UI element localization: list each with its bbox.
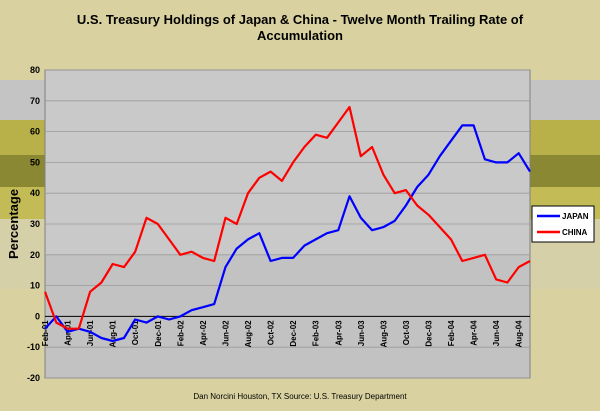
y-tick-label: 10 <box>30 281 40 291</box>
y-tick-label: 30 <box>30 219 40 229</box>
x-tick-label: Dec-03 <box>424 320 433 347</box>
y-tick-label: 0 <box>35 311 40 321</box>
series-line-japan <box>44 124 531 343</box>
chart-title-line2: Accumulation <box>257 28 343 43</box>
x-tick-label: Oct-02 <box>267 320 276 345</box>
y-tick-label: 80 <box>30 65 40 75</box>
y-tick-label: 70 <box>30 96 40 106</box>
legend: JAPAN CHINA <box>531 205 595 243</box>
x-tick-label: Feb-03 <box>312 320 321 346</box>
x-tick-label: Apr-03 <box>334 320 343 346</box>
x-tick-label: Oct-01 <box>131 320 140 345</box>
legend-label-japan: JAPAN <box>562 212 589 221</box>
footer-credit: Dan Norcini Houston, TX Source: U.S. Tre… <box>193 392 407 401</box>
x-tick-label: Feb-04 <box>447 320 456 346</box>
y-tick-label: 60 <box>30 127 40 137</box>
y-tick-label: -20 <box>27 373 40 383</box>
x-tick-label: Jun-04 <box>492 320 501 346</box>
series-line-china <box>43 105 531 330</box>
x-tick-label: Feb-01 <box>41 320 50 346</box>
y-axis-ticks: 80 70 60 50 40 30 20 10 0 -10 -20 <box>27 65 40 383</box>
y-tick-label: 50 <box>30 157 40 167</box>
x-tick-label: Oct-03 <box>402 320 411 345</box>
y-tick-label: 40 <box>30 188 40 198</box>
y-tick-label: 20 <box>30 250 40 260</box>
gridlines <box>45 69 530 379</box>
legend-box <box>531 205 595 243</box>
x-tick-label: Aug-01 <box>109 320 118 348</box>
y-tick-label: -10 <box>27 342 40 352</box>
x-tick-label: Aug-02 <box>244 320 253 348</box>
legend-label-china: CHINA <box>562 228 588 237</box>
y-axis-label: Percentage <box>6 189 21 259</box>
x-tick-label: Jun-02 <box>221 320 230 346</box>
x-tick-label: Jun-03 <box>357 320 366 346</box>
x-tick-label: Dec-01 <box>154 320 163 347</box>
x-tick-label: Aug-03 <box>379 320 388 348</box>
series-lines <box>43 105 531 343</box>
x-tick-label: Apr-02 <box>199 320 208 346</box>
x-tick-label: Apr-04 <box>470 320 479 346</box>
chart-title-line1: U.S. Treasury Holdings of Japan & China … <box>77 12 524 27</box>
x-tick-label: Aug-04 <box>515 320 524 348</box>
x-tick-label: Feb-02 <box>176 320 185 346</box>
x-tick-label: Dec-02 <box>289 320 298 347</box>
x-axis-ticks: Feb-01 Apr-01 Jun-01 Aug-01 Oct-01 Dec-01 Feb-… <box>41 320 524 348</box>
